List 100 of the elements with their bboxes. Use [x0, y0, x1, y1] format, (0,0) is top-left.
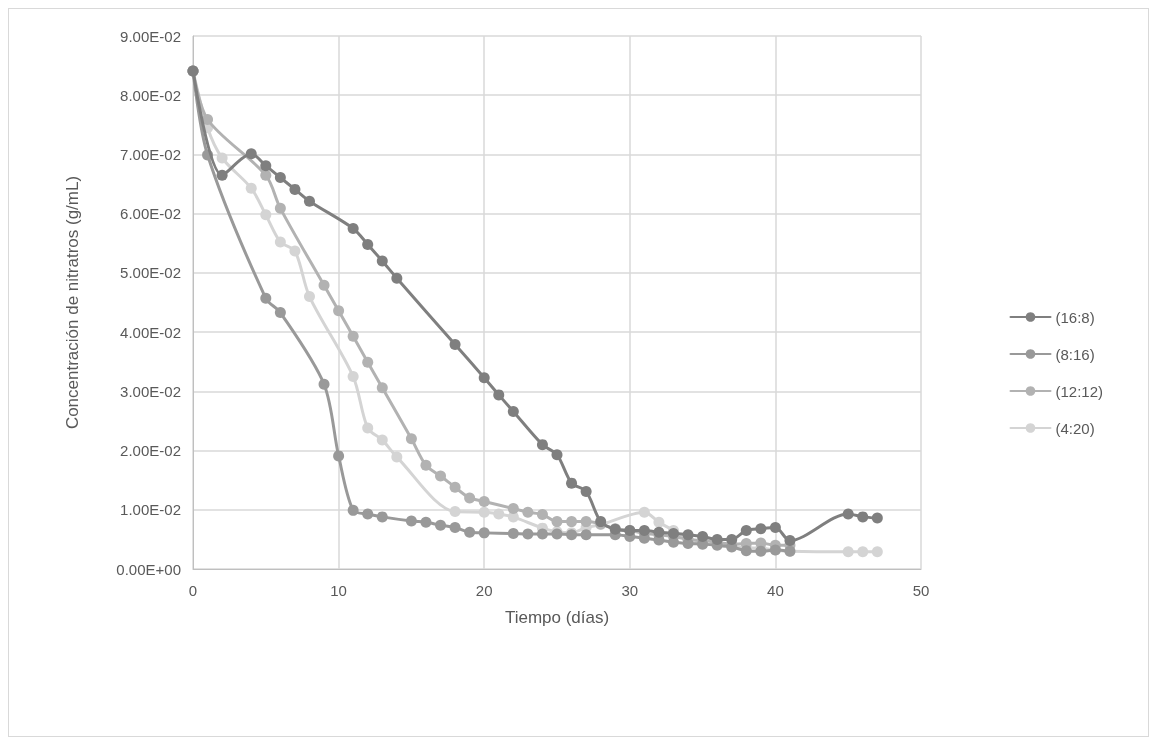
point — [871, 512, 883, 524]
point — [566, 516, 578, 528]
y-tick-label: 7.00E-02 — [120, 145, 181, 163]
point — [347, 330, 359, 342]
x-tick-label: 20 — [475, 582, 493, 599]
point — [857, 511, 869, 523]
point — [580, 529, 592, 541]
point — [376, 434, 388, 446]
point — [202, 114, 214, 125]
y-tick-label: 4.00E-02 — [120, 323, 181, 341]
point — [347, 371, 359, 383]
point — [507, 405, 519, 417]
x-tick-label: 50 — [912, 582, 930, 599]
point — [245, 182, 257, 194]
point — [842, 508, 854, 520]
point — [435, 470, 447, 482]
point — [347, 222, 359, 234]
point — [566, 477, 578, 489]
point — [376, 255, 388, 267]
point — [318, 378, 330, 390]
point — [347, 504, 359, 516]
point — [362, 238, 374, 250]
point — [536, 509, 548, 521]
point — [260, 169, 272, 181]
point — [260, 160, 272, 172]
point — [740, 525, 752, 536]
y-tick-label: 2.00E-02 — [120, 442, 181, 460]
point — [580, 516, 592, 528]
point — [464, 492, 476, 504]
point — [536, 439, 548, 451]
point — [274, 172, 286, 184]
point — [522, 528, 534, 540]
point — [362, 508, 374, 520]
point — [303, 195, 315, 207]
point — [391, 272, 403, 284]
point — [478, 506, 490, 518]
point — [333, 305, 345, 317]
point — [507, 503, 519, 515]
point — [769, 522, 781, 534]
point — [478, 527, 490, 539]
y-tick-label: 5.00E-02 — [120, 264, 181, 282]
point — [464, 526, 476, 538]
x-tick-label: 40 — [767, 582, 784, 599]
point — [260, 209, 272, 221]
point — [449, 522, 461, 534]
point — [580, 485, 592, 497]
point — [420, 516, 432, 528]
y-tick-label: 0.00E+00 — [116, 560, 181, 578]
point — [536, 528, 548, 540]
point — [303, 291, 315, 303]
point — [289, 245, 301, 257]
y-tick-label: 1.00E-02 — [120, 501, 181, 519]
point — [362, 356, 374, 368]
point — [274, 307, 286, 319]
point — [857, 546, 869, 558]
y-tick-label: 3.00E-02 — [120, 382, 181, 400]
y-tick-label: 6.00E-02 — [120, 205, 181, 223]
point — [216, 169, 228, 181]
point — [376, 511, 388, 523]
point — [682, 529, 694, 541]
point — [478, 372, 490, 384]
x-tick-label: 0 — [188, 582, 198, 599]
point — [551, 516, 563, 528]
point — [653, 516, 665, 528]
point — [871, 546, 883, 558]
legend-label: (8:16) — [1055, 345, 1095, 363]
point — [216, 152, 228, 164]
point — [682, 538, 694, 550]
y-tick-label: 8.00E-02 — [120, 86, 181, 104]
point — [755, 523, 767, 535]
legend-label: (16:8) — [1055, 308, 1095, 326]
x-tick-label: 10 — [330, 582, 347, 599]
point — [842, 546, 854, 558]
legend-label: (4:20) — [1055, 419, 1095, 437]
point — [638, 506, 650, 518]
y-axis-title: Concentración de nitratros (g/mL) — [63, 175, 82, 430]
point — [551, 449, 563, 461]
point — [245, 148, 257, 160]
point — [449, 506, 461, 518]
point — [333, 450, 345, 462]
point — [260, 292, 272, 304]
y-tick-label: 9.00E-02 — [120, 27, 181, 45]
point — [274, 202, 286, 214]
point — [391, 451, 403, 463]
point — [376, 382, 388, 394]
point — [362, 422, 374, 434]
point — [478, 495, 490, 507]
point — [449, 481, 461, 493]
point — [435, 519, 447, 531]
point — [405, 433, 417, 445]
point — [493, 508, 505, 520]
point — [449, 339, 461, 351]
point — [522, 506, 534, 518]
x-tick-label: 30 — [621, 582, 639, 599]
point — [507, 527, 519, 539]
point — [726, 533, 738, 545]
x-axis-title: Tiempo (días) — [504, 608, 610, 627]
point — [274, 236, 286, 248]
point — [697, 530, 709, 542]
point — [289, 183, 301, 195]
